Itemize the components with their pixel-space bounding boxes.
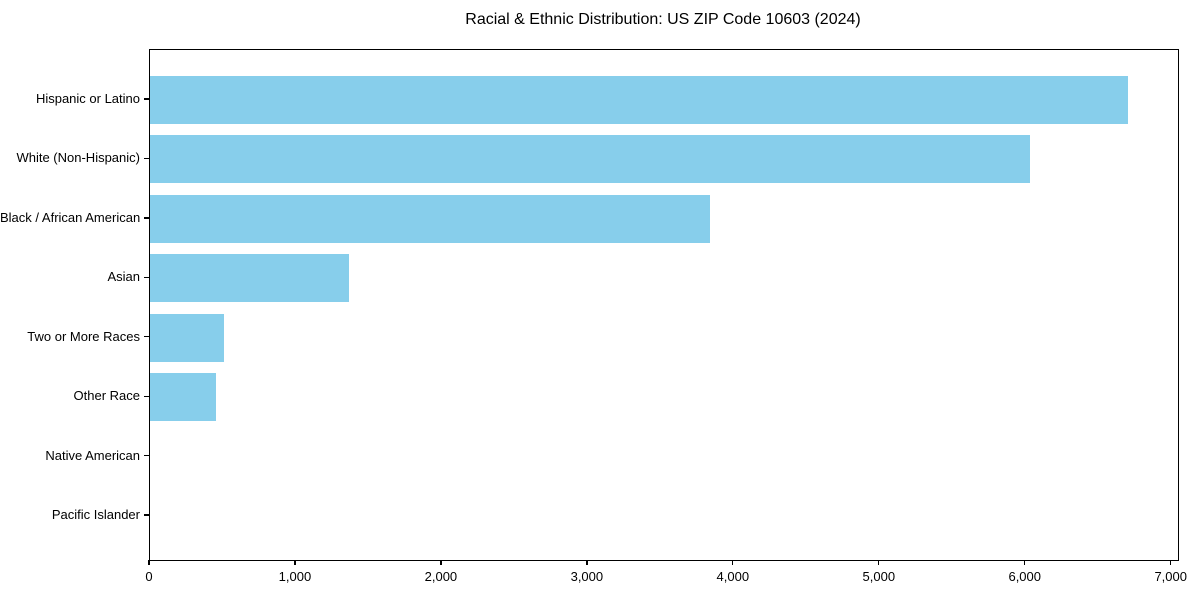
y-tick-label-hispanic-or-latino: Hispanic or Latino — [35, 91, 140, 106]
bar-white-non-hispanic — [150, 135, 1031, 184]
y-tick-mark-black-african-american — [144, 217, 149, 219]
x-tick-mark-1000 — [294, 560, 296, 566]
y-tick-mark-asian — [144, 276, 149, 278]
y-tick-label-native-american: Native American — [45, 447, 140, 463]
y-tick-label-two-or-more-races: Two or More Races — [27, 328, 140, 344]
x-tick-mark-5000 — [878, 560, 880, 566]
y-tick-mark-pacific-islander — [144, 514, 149, 516]
x-tick-mark-6000 — [1024, 560, 1026, 566]
y-tick-mark-native-american — [144, 454, 149, 457]
bar-black-african-american — [150, 194, 711, 243]
x-tick-label-6000: 6,000 — [1008, 569, 1042, 584]
y-tick-label-black-african-american: Black / African American — [0, 209, 141, 225]
x-tick-label-4000: 4,000 — [716, 569, 750, 584]
x-tick-mark-3000 — [586, 560, 588, 566]
y-tick-mark-hispanic-or-latino — [144, 98, 149, 100]
x-tick-label-7000: 7,000 — [1154, 569, 1187, 584]
y-tick-label-other-race: Other Race — [73, 388, 140, 404]
y-tick-label-pacific-islander: Pacific Islander — [51, 507, 140, 522]
y-tick-mark-two-or-more-races — [144, 336, 149, 338]
x-tick-mark-0 — [148, 560, 150, 566]
y-tick-mark-white-non-hispanic — [144, 157, 149, 160]
x-tick-mark-4000 — [732, 560, 734, 566]
x-tick-label-1000: 1,000 — [278, 569, 312, 584]
bar-hispanic-or-latino — [150, 76, 1128, 124]
bar-two-or-more-races — [150, 313, 225, 362]
x-tick-mark-2000 — [440, 560, 442, 566]
x-tick-label-2000: 2,000 — [424, 569, 458, 584]
y-tick-mark-other-race — [144, 395, 149, 397]
plot-area — [149, 49, 1179, 561]
x-tick-label-3000: 3,000 — [570, 569, 604, 584]
chart-title: Racial & Ethnic Distribution: US ZIP Cod… — [465, 11, 861, 28]
x-tick-mark-7000 — [1170, 560, 1172, 566]
bar-asian — [150, 254, 349, 303]
y-tick-label-white-non-hispanic: White (Non-Hispanic) — [16, 150, 140, 166]
x-tick-label-5000: 5,000 — [862, 569, 896, 584]
y-tick-label-asian: Asian — [107, 269, 140, 285]
x-tick-label-0: 0 — [145, 569, 153, 584]
bar-other-race — [150, 373, 216, 422]
